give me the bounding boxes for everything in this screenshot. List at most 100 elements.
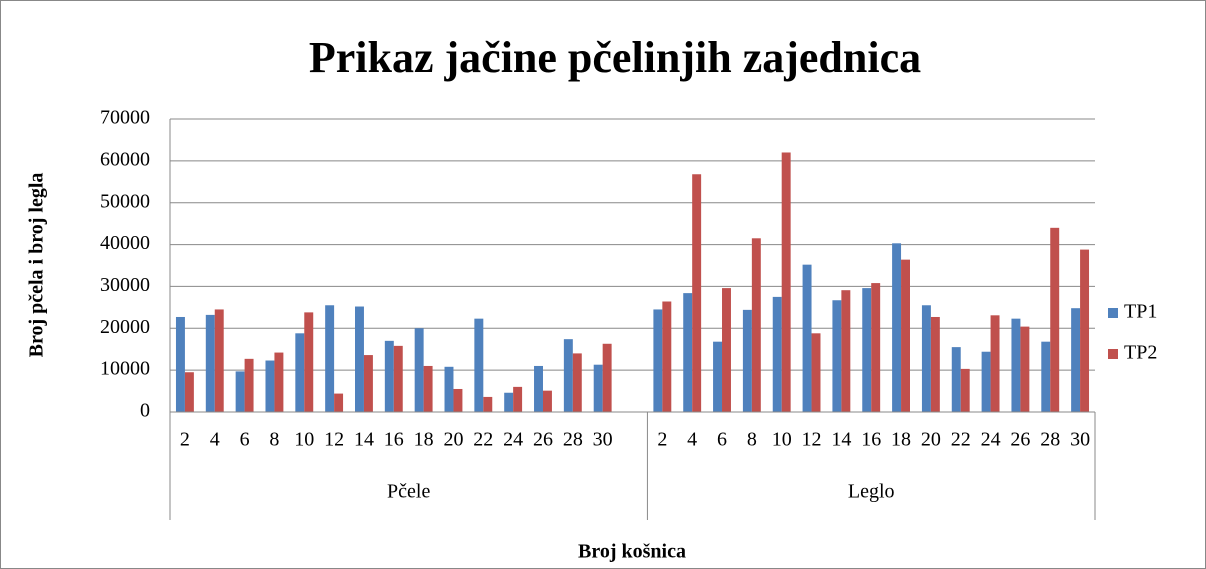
x-tick-label: 4 [687,429,697,451]
x-tick-label: 22 [473,429,493,451]
y-tick-label: 50000 [100,190,150,212]
bar [214,309,224,412]
bar [871,283,881,412]
bar [951,347,961,412]
bar [981,351,991,412]
bar [1020,326,1030,412]
x-tick-label: 6 [717,429,727,451]
y-tick-label: 10000 [100,358,150,380]
x-tick-label: 24 [981,429,1001,451]
bar [363,355,373,412]
y-tick-label: 0 [140,400,150,422]
bar [572,353,582,412]
x-tick-label: 20 [921,429,941,451]
x-tick-label: 18 [414,429,434,451]
x-tick-label: 30 [593,429,613,451]
x-tick-label: 12 [324,429,344,451]
x-tick-label: 26 [1010,429,1030,451]
bar [692,174,702,412]
bar [901,259,910,412]
x-tick-label: 16 [384,429,404,451]
bar [593,364,603,412]
bar [304,312,314,412]
bar [1071,308,1081,412]
group-label: Leglo [848,481,895,503]
x-tick-label: 10 [772,429,792,451]
bar [742,309,752,412]
bar [772,296,782,412]
bar [414,328,424,412]
bar [683,293,693,412]
y-axis-title: Broj pčela i broj legla [26,173,48,358]
legend-swatch [1108,308,1118,318]
x-tick-label: 14 [354,429,374,451]
x-tick-label: 24 [503,429,523,451]
bar [334,393,344,412]
x-tick-label: 22 [951,429,971,451]
bar [295,333,305,412]
bar [184,372,194,412]
bar [513,386,523,412]
x-tick-label: 12 [802,429,822,451]
x-tick-label: 28 [563,429,583,451]
x-axis-title: Broj košnica [578,541,686,563]
y-tick-label: 60000 [100,148,150,170]
bar [602,343,612,412]
bar [444,366,454,412]
bar [930,316,940,412]
x-tick-label: 8 [269,429,279,451]
x-tick-label: 26 [533,429,553,451]
bar [722,288,731,412]
x-tick-label: 6 [240,429,250,451]
bar [542,390,552,412]
x-tick-label: 16 [861,429,881,451]
bar [1011,318,1021,412]
bar [423,365,433,412]
y-tick-label: 70000 [100,107,150,129]
bar [662,301,672,412]
bar [653,309,663,412]
bar [811,333,821,412]
legend-swatch [1108,349,1118,359]
legend-label: TP2 [1124,342,1157,364]
x-tick-label: 10 [294,429,314,451]
bar [325,305,335,412]
bar [1041,341,1051,412]
bar [534,365,543,412]
bar [453,388,463,412]
legend-label: TP1 [1124,301,1157,323]
x-tick-label: 28 [1040,429,1060,451]
bar [781,152,791,412]
bar [841,290,851,412]
bar [751,238,761,412]
x-tick-label: 2 [657,429,667,451]
bar [483,396,493,412]
bar [175,316,185,412]
x-tick-label: 18 [891,429,911,451]
bar [355,306,364,412]
bar [235,371,245,412]
bar [244,358,254,412]
y-tick-label: 30000 [100,274,150,296]
bar [802,264,812,412]
bar [563,339,573,412]
bar [990,315,1000,412]
bar [265,360,275,412]
bar [384,340,394,412]
bar [474,318,484,412]
x-tick-label: 20 [443,429,463,451]
bar [1080,249,1090,412]
bar [504,392,514,412]
bar [393,345,403,412]
bar [862,288,872,412]
bar [713,341,723,412]
bar [960,368,970,412]
bar [274,352,284,412]
bar [205,314,215,412]
x-tick-label: 30 [1070,429,1090,451]
bar [1050,227,1060,412]
y-tick-label: 40000 [100,232,150,254]
